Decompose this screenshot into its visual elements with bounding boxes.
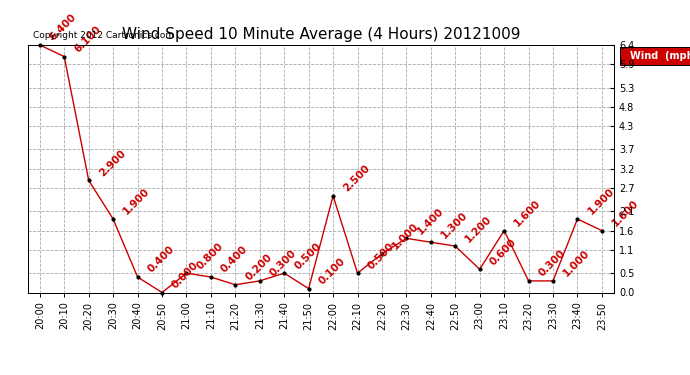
Text: 6.100: 6.100 (72, 24, 103, 54)
Text: 1.400: 1.400 (415, 206, 445, 236)
Text: 0.300: 0.300 (537, 248, 567, 279)
Text: 1.000: 1.000 (562, 248, 592, 279)
Text: 0.400: 0.400 (219, 244, 250, 275)
Text: 1.600: 1.600 (513, 198, 543, 228)
Text: 1.000: 1.000 (391, 221, 421, 252)
Text: Copyright 2012 Cartronics.com: Copyright 2012 Cartronics.com (34, 31, 175, 40)
Text: 0.000: 0.000 (170, 260, 201, 290)
Text: 0.800: 0.800 (195, 241, 225, 271)
Text: 1.200: 1.200 (464, 213, 494, 244)
Text: 6.400: 6.400 (48, 12, 79, 43)
Text: 1.900: 1.900 (586, 186, 616, 217)
Text: 0.400: 0.400 (146, 244, 177, 275)
Text: 1.900: 1.900 (121, 186, 152, 217)
Text: 2.900: 2.900 (97, 148, 128, 178)
Text: 2.500: 2.500 (342, 163, 372, 194)
Text: 0.300: 0.300 (268, 248, 299, 279)
Text: Wind  (mph): Wind (mph) (630, 51, 690, 61)
Text: 1.600: 1.600 (610, 198, 640, 228)
Text: 0.500: 0.500 (366, 241, 396, 271)
Text: 1.300: 1.300 (439, 210, 470, 240)
Text: 0.500: 0.500 (293, 241, 323, 271)
Title: Wind Speed 10 Minute Average (4 Hours) 20121009: Wind Speed 10 Minute Average (4 Hours) 2… (121, 27, 520, 42)
Text: 0.100: 0.100 (317, 256, 347, 286)
Text: 0.200: 0.200 (244, 252, 274, 283)
FancyBboxPatch shape (620, 48, 690, 65)
Text: 0.600: 0.600 (488, 237, 518, 267)
